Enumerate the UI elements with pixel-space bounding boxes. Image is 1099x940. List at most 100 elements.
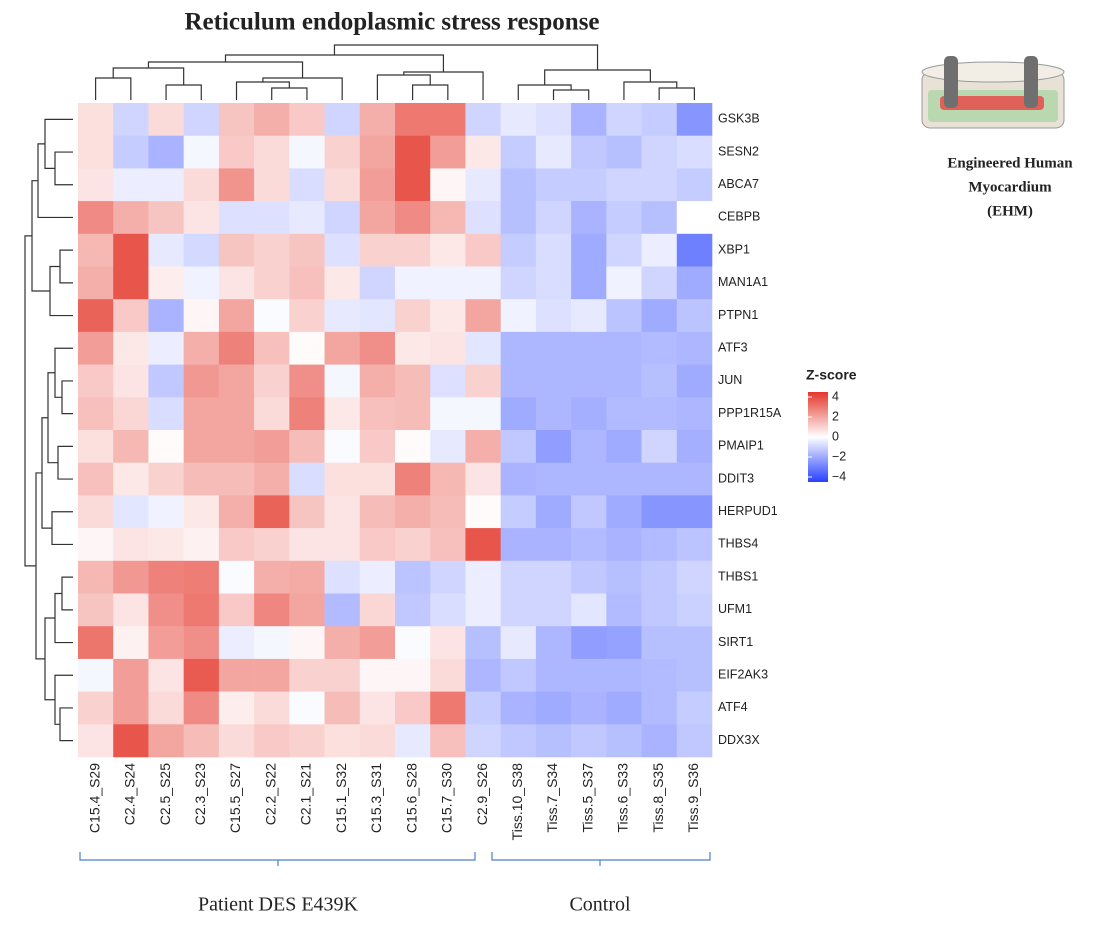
column-label: C2.1_S21 [298, 763, 314, 825]
heatmap-cell [641, 103, 678, 136]
heatmap-cell [571, 724, 607, 758]
heatmap-cell [676, 299, 713, 333]
heatmap-cell [465, 724, 501, 758]
heatmap-cell [254, 233, 290, 267]
heatmap-cell [571, 658, 607, 692]
heatmap-cell [218, 299, 255, 333]
heatmap-cell [641, 724, 678, 758]
column-dendrogram [412, 84, 449, 100]
heatmap-cell [113, 299, 149, 333]
row-label: PPP1R15A [718, 406, 782, 420]
heatmap-cell [113, 266, 149, 300]
heatmap-cell [395, 233, 431, 267]
heatmap-cell [571, 168, 607, 202]
heatmap-cell [218, 495, 255, 529]
heatmap-cell [606, 364, 642, 398]
heatmap-cell [359, 266, 396, 300]
heatmap-cell [500, 299, 537, 333]
heatmap-cell [395, 560, 431, 594]
heatmap-cell [324, 103, 361, 136]
heatmap-cell [78, 560, 114, 594]
heatmap-cell [500, 560, 537, 594]
column-label: C15.3_S31 [368, 763, 384, 833]
heatmap-cell [676, 397, 713, 431]
heatmap-cell [606, 528, 642, 562]
heatmap-cell [324, 528, 361, 562]
heatmap-cell [676, 560, 713, 594]
heatmap-cell [641, 266, 678, 300]
column-label: Tiss.7_S34 [544, 763, 560, 833]
heatmap-cell [148, 626, 184, 660]
row-label: SIRT1 [718, 635, 753, 649]
heatmap-cell [535, 299, 572, 333]
heatmap-cell [606, 593, 642, 627]
column-label: C2.2_S22 [262, 763, 278, 825]
heatmap-cell [606, 691, 642, 725]
heatmap-cell [606, 462, 642, 496]
heatmap-cell [359, 560, 396, 594]
heatmap-cell [218, 462, 255, 496]
heatmap-cell [606, 266, 642, 300]
heatmap-cell [571, 233, 607, 267]
heatmap-cell [324, 266, 361, 300]
colorbar-tick-label: 0 [832, 429, 839, 443]
heatmap-cell [289, 331, 325, 365]
heatmap-cell [430, 299, 466, 333]
post [1024, 56, 1038, 108]
heatmap-cell [676, 103, 713, 136]
heatmap-cell [359, 135, 396, 169]
heatmap-cell [430, 168, 466, 202]
heatmap-cell [148, 168, 184, 202]
heatmap-cell [430, 397, 466, 431]
heatmap-cell [395, 462, 431, 496]
heatmap-cell [535, 168, 572, 202]
heatmap-cell [571, 593, 607, 627]
heatmap-cell [113, 495, 149, 529]
row-label: GSK3B [718, 112, 760, 126]
heatmap-cell [148, 266, 184, 300]
row-dendrogram [49, 265, 73, 317]
column-label: Tiss.5_S37 [579, 763, 595, 833]
heatmap-cell [359, 201, 396, 235]
heatmap-cell [78, 168, 114, 202]
row-dendrogram [61, 380, 73, 415]
heatmap-cell [535, 233, 572, 267]
heatmap-cell [148, 103, 184, 136]
heatmap-cell [183, 724, 220, 758]
heatmap-cell [676, 495, 713, 529]
heatmap-cell [78, 626, 114, 660]
heatmap-cell [78, 266, 114, 300]
heatmap-cell [606, 560, 642, 594]
heatmap-cell [78, 724, 114, 758]
heatmap-cell [113, 724, 149, 758]
heatmap-cell [571, 266, 607, 300]
heatmap-cell [676, 430, 713, 463]
column-dendrogram [165, 84, 202, 100]
heatmap-cell [113, 593, 149, 627]
heatmap-cell [78, 135, 114, 169]
heatmap-cell [359, 299, 396, 333]
heatmap-cell [676, 462, 713, 496]
heatmap-cell [535, 495, 572, 529]
heatmap-cell [254, 201, 290, 235]
heatmap-cell [254, 462, 290, 496]
column-dendrogram [517, 84, 572, 100]
heatmap-cell [641, 691, 678, 725]
heatmap-cell [571, 495, 607, 529]
group-bracket [79, 852, 476, 866]
column-dendrogram [403, 71, 484, 100]
heatmap-cell [218, 724, 255, 758]
heatmap-cell [148, 331, 184, 365]
heatmap-cell [218, 528, 255, 562]
heatmap-cell [324, 560, 361, 594]
column-dendrogram [333, 44, 599, 70]
column-label: C15.6_S28 [403, 763, 419, 833]
heatmap-cell [535, 266, 572, 300]
heatmap-cell [183, 397, 220, 431]
heatmap-cell [500, 397, 537, 431]
heatmap-cell [641, 430, 678, 463]
heatmap-cell [289, 495, 325, 529]
heatmap-cell [78, 462, 114, 496]
dish-rim [921, 61, 1065, 83]
heatmap-cell [571, 462, 607, 496]
